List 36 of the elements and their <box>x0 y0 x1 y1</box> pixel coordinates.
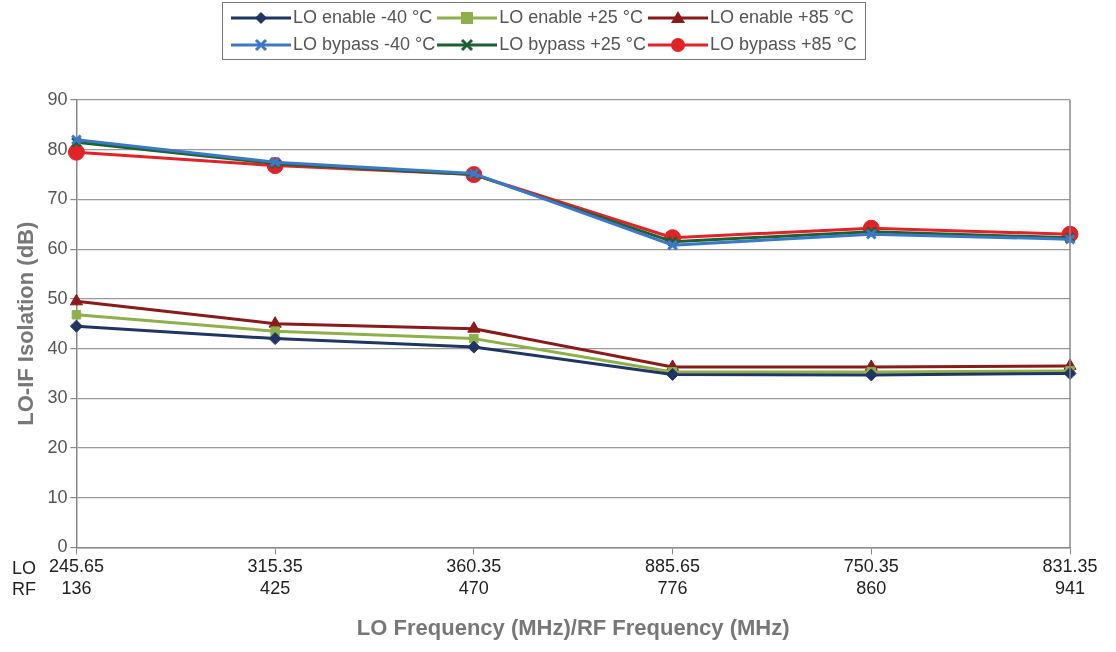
point <box>67 143 85 161</box>
x-tick-label: 831.35 941 <box>1042 556 1098 598</box>
legend-label: LO enable +25 °C <box>499 7 644 28</box>
y-tick-label: 30 <box>47 387 68 408</box>
point <box>666 239 679 251</box>
legend-label: LO enable -40 °C <box>293 7 433 28</box>
x-tick-label: 360.35 470 <box>446 556 502 598</box>
y-tick-label: 80 <box>47 138 68 159</box>
text: LO <box>12 558 37 579</box>
text: RF <box>12 579 36 600</box>
y-tick-label: 70 <box>47 188 68 209</box>
y-tick-label: 90 <box>47 88 68 109</box>
y-tick-label: 10 <box>47 486 68 507</box>
legend-label: LO bypass +85 °C <box>710 34 857 55</box>
y-tick-label: 50 <box>47 287 68 308</box>
point <box>71 310 82 320</box>
point <box>69 293 83 306</box>
x-tick-label: 885.65 776 <box>645 556 701 598</box>
y-tick-label: 20 <box>47 436 68 457</box>
x-tick-label: 750.35 860 <box>843 556 899 598</box>
point <box>69 319 83 333</box>
point <box>467 340 481 354</box>
legend-label: LO bypass +25 °C <box>499 34 647 55</box>
point <box>268 332 282 346</box>
y-tick-label: 40 <box>47 337 68 358</box>
y-axis-title: LO-IF Isolation (dB) <box>13 221 39 426</box>
y-tick-label: 0 <box>57 536 68 557</box>
x-tick-label: 315.35 425 <box>247 556 303 598</box>
y-tick-label: 60 <box>47 238 68 259</box>
point <box>467 321 481 333</box>
point <box>864 368 878 382</box>
x-tick-label: 245.65 136 <box>48 556 104 598</box>
legend-label: LO enable +85 °C <box>710 7 854 28</box>
point <box>666 367 680 381</box>
legend-label: LO bypass -40 °C <box>293 34 436 55</box>
x-axis-title: LO Frequency (MHz)/RF Frequency (MHz) <box>356 614 790 640</box>
